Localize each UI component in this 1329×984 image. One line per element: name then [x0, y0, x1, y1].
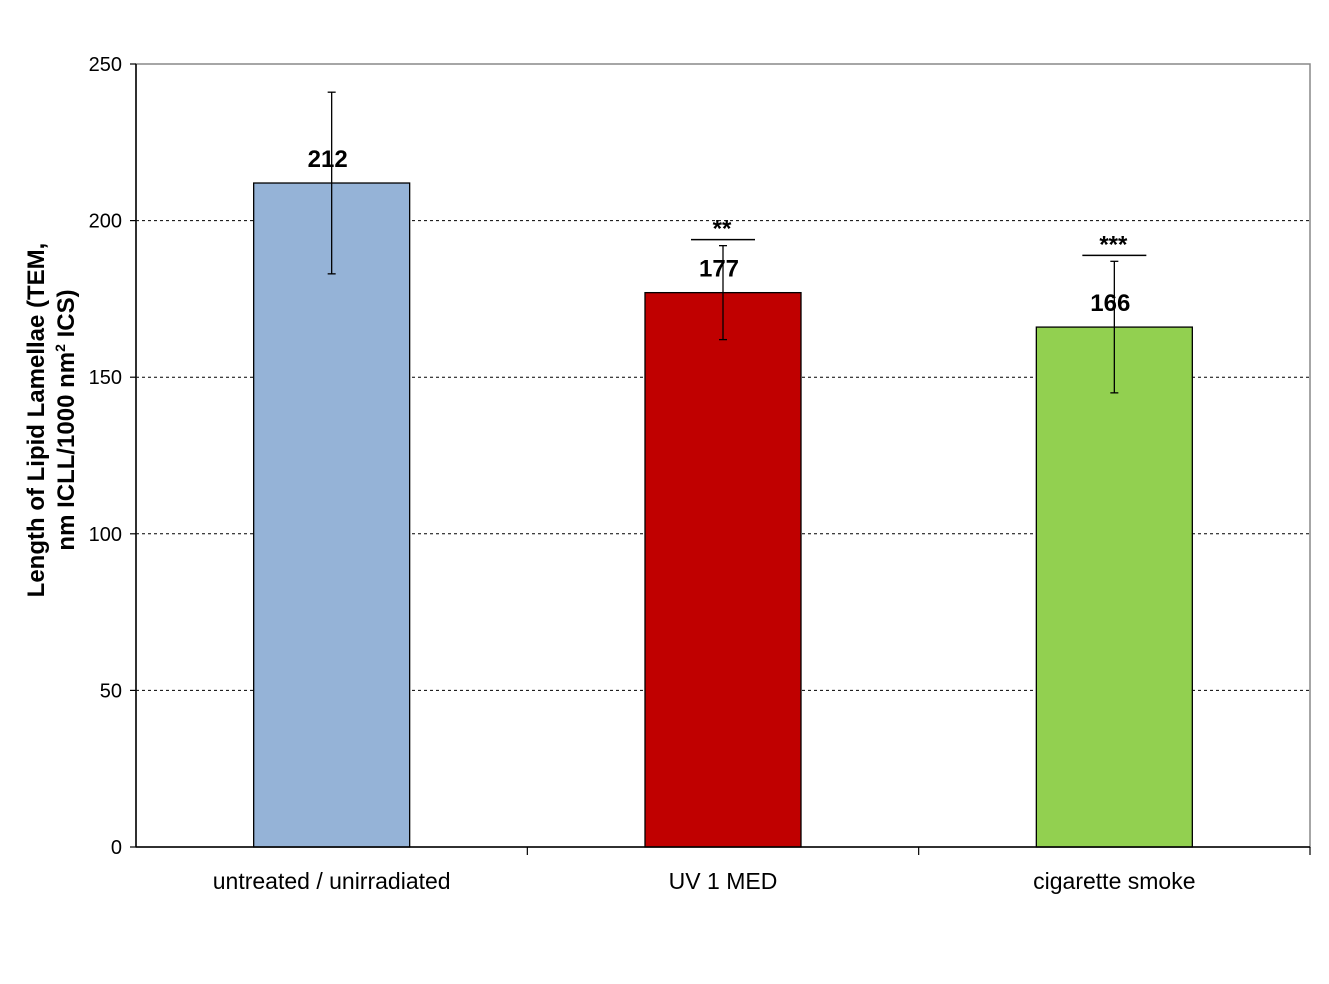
significance-marker: ***: [1099, 231, 1128, 258]
axes: [130, 63, 1311, 855]
x-category-label: untreated / unirradiated: [213, 868, 451, 894]
x-category-label: UV 1 MED: [669, 868, 778, 894]
y-tick-label: 0: [111, 837, 122, 859]
y-axis-title-superscript: 2: [52, 344, 68, 352]
bar: [644, 291, 802, 848]
y-tick-label: 250: [89, 54, 122, 76]
bars: [253, 182, 1193, 848]
bar: [1035, 326, 1193, 848]
y-tick-label: 100: [89, 524, 122, 546]
y-axis-title-line1: Length of Lipid Lamellae (TEM,: [23, 243, 50, 598]
data-label: 212: [308, 146, 348, 173]
data-label: 177: [699, 256, 739, 283]
error-bars: [327, 91, 1119, 394]
x-category-label: cigarette smoke: [1033, 868, 1195, 894]
data-label: 166: [1090, 290, 1130, 317]
bar: [253, 182, 411, 848]
labels: 0 50 100 150 200 250 212 untreated / unirradiat…: [89, 54, 1196, 894]
y-tick-label: 50: [100, 680, 122, 702]
y-axis-title-line2-suffix: ICS): [53, 289, 80, 344]
significance-marker: **: [713, 216, 732, 243]
y-axis-title-line2-prefix: nm ICLL/1000 nm: [53, 352, 80, 551]
y-tick-label: 150: [89, 367, 122, 389]
y-tick-label: 200: [89, 211, 122, 233]
y-axis-title-line2: nm ICLL/1000 nm2 ICS): [52, 289, 80, 550]
y-axis-title: Length of Lipid Lamellae (TEM, nm ICLL/1…: [23, 243, 80, 598]
